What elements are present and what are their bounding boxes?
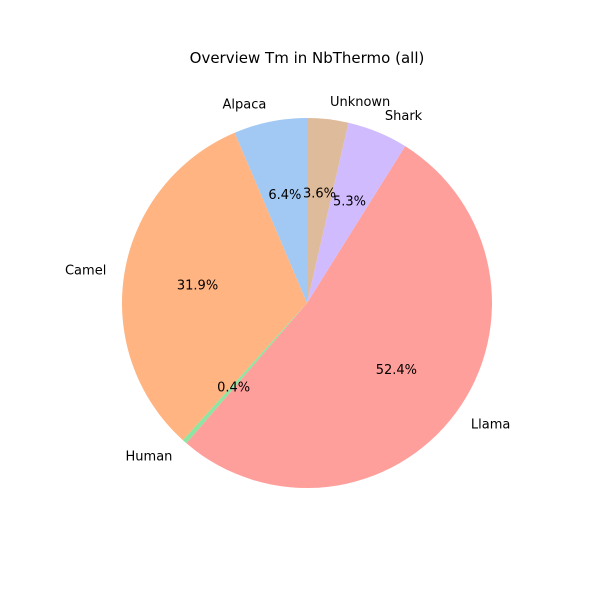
pie-pct-llama: 52.4% <box>376 363 417 378</box>
pie-pct-unknown: 3.6% <box>303 187 336 202</box>
chart-title: Overview Tm in NbThermo (all) <box>190 49 425 67</box>
pie-slice-unknown <box>307 118 349 303</box>
pie-label-unknown: Unknown <box>330 95 390 110</box>
pie-slice-camel <box>121 132 308 441</box>
pie-slice-llama <box>186 146 492 488</box>
pie-slice-shark <box>307 122 406 304</box>
pie-label-llama: Llama <box>471 418 510 433</box>
pie-pct-human: 0.4% <box>217 380 250 395</box>
pie-pct-alpaca: 6.4% <box>268 188 301 203</box>
pie-labels: Alpaca 6.4% Camel 31.9% Human 0.4% Llama 52.4% S… <box>65 95 510 465</box>
pie-label-shark: Shark <box>385 109 423 124</box>
pie-slice-alpaca <box>234 118 307 303</box>
pie-pct-shark: 5.3% <box>333 194 366 209</box>
pie-slice-human <box>182 303 307 444</box>
pie-label-human: Human <box>126 450 173 465</box>
pie-pct-camel: 31.9% <box>177 279 218 294</box>
pie-label-camel: Camel <box>65 263 106 278</box>
pie-slices <box>121 118 492 488</box>
pie-label-alpaca: Alpaca <box>223 98 267 113</box>
